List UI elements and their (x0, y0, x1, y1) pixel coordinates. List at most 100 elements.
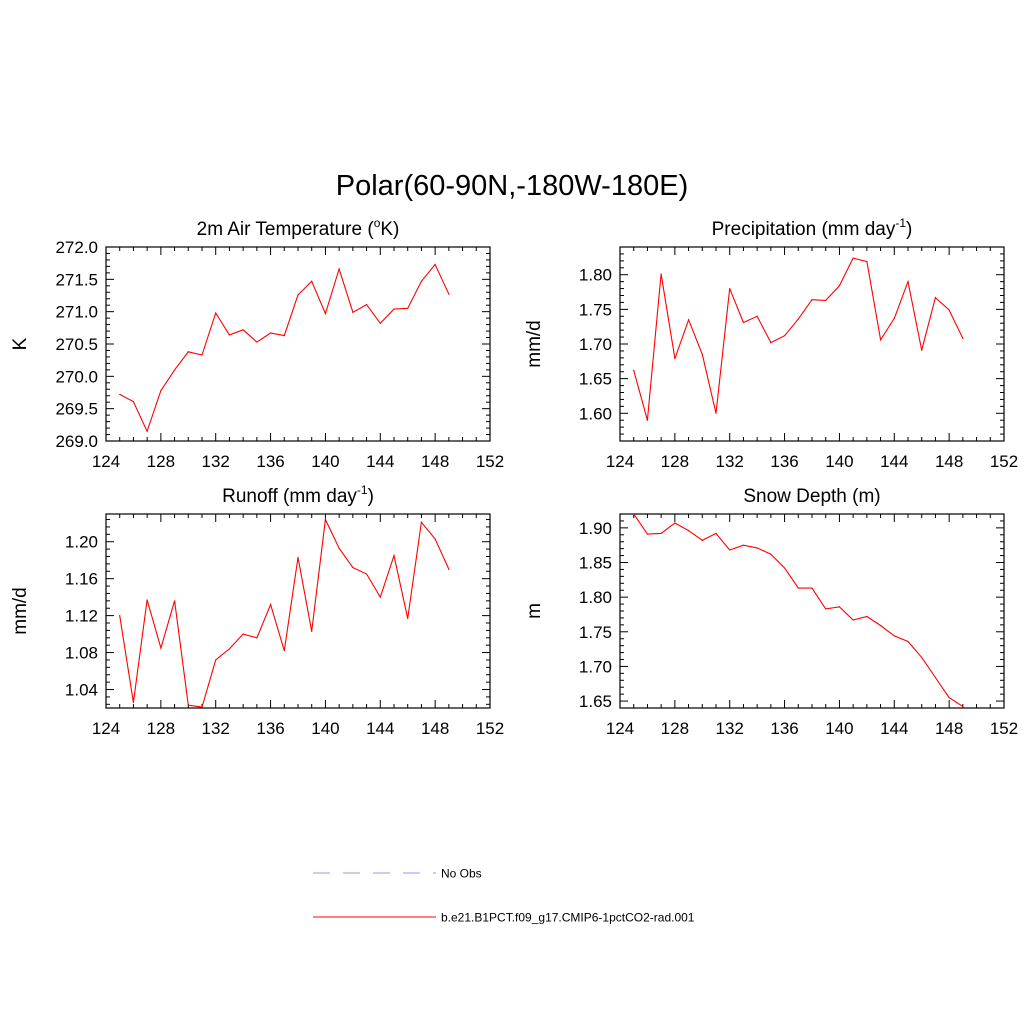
series-line (633, 257, 964, 421)
panel-title-suffix: ) (906, 219, 912, 240)
data-point (825, 608, 827, 610)
plot-frame (105, 513, 491, 709)
y-tick-label: 1.60 (579, 404, 612, 423)
series-points (119, 518, 450, 708)
panel-title: Precipitation (mm day-1) (712, 216, 913, 240)
series-points (633, 257, 964, 421)
series-line (633, 513, 964, 708)
data-point (729, 287, 731, 290)
legend-item: b.e21.B1PCT.f09_g17.CMIP6-1pctCO2-rad.00… (313, 911, 695, 925)
data-point (256, 637, 258, 639)
data-point (934, 296, 937, 299)
y-tick-label: 1.12 (65, 607, 98, 626)
y-ticks (106, 519, 490, 705)
y-tick-label: 1.20 (65, 533, 98, 552)
data-point (866, 260, 868, 263)
x-tick-label: 132 (202, 719, 230, 738)
data-point (215, 659, 217, 661)
panel-title-text: 2m Air Temperature ( (197, 219, 375, 240)
data-point (132, 400, 135, 403)
panel-title: Runoff (mm day-1) (222, 483, 374, 507)
y-axis-label: m (524, 603, 545, 619)
data-point (324, 313, 327, 315)
y-axis-label: K (10, 337, 31, 350)
x-tick-label: 132 (716, 719, 744, 738)
data-point (173, 600, 176, 602)
data-point (434, 538, 436, 540)
data-point (811, 299, 813, 301)
data-point (160, 389, 162, 392)
y-tick-label: 1.70 (579, 657, 612, 676)
data-point (324, 518, 327, 521)
legend-item: No Obs (313, 867, 482, 881)
data-point (770, 553, 772, 555)
y-tick-label: 1.90 (579, 519, 612, 538)
data-point (420, 280, 423, 282)
data-point (879, 624, 882, 627)
y-ticks (106, 246, 490, 442)
data-point (797, 587, 799, 589)
y-tick-label: 269.5 (55, 400, 98, 419)
data-point (201, 706, 203, 708)
data-point (783, 335, 786, 337)
data-point (132, 701, 135, 704)
y-tick-label: 1.16 (65, 570, 98, 589)
x-tick-label: 144 (366, 719, 394, 738)
data-point (338, 268, 340, 270)
legend-label: No Obs (441, 867, 482, 881)
data-point (660, 273, 662, 275)
plot-frame (105, 246, 491, 442)
data-point (756, 315, 758, 317)
data-point (770, 342, 772, 344)
data-point (797, 318, 799, 320)
data-point (269, 332, 272, 334)
data-point (215, 312, 217, 314)
data-point (311, 280, 313, 282)
y-tick-label: 272.0 (55, 238, 98, 257)
data-point (407, 307, 409, 310)
main-title: Polar(60-90N,-180W-180E) (336, 170, 688, 202)
x-tick-label: 144 (880, 719, 908, 738)
data-point (756, 547, 758, 549)
panels: 124 128 132 136 140 144 148 152 269.0 269.5 270.0 2… (10, 216, 1018, 738)
x-tick-label: 128 (661, 719, 689, 738)
data-point (393, 308, 395, 310)
data-point (283, 334, 285, 337)
data-point (646, 419, 649, 421)
y-ticks (620, 246, 1004, 442)
legend-label: b.e21.B1PCT.f09_g17.CMIP6-1pctCO2-rad.00… (441, 911, 695, 925)
data-point (907, 640, 909, 643)
data-point (242, 633, 244, 635)
data-point (407, 617, 409, 619)
x-tick-label: 124 (606, 719, 634, 738)
x-tick-label: 124 (92, 719, 120, 738)
data-point (674, 522, 676, 524)
y-tick-label: 1.75 (579, 623, 612, 642)
y-tick-label: 1.70 (579, 335, 612, 354)
panel-title-text: Precipitation (mm day (712, 219, 896, 240)
panel-air-temperature: 124 128 132 136 140 144 148 152 269.0 269.5 270.0 2… (10, 216, 504, 471)
data-point (948, 697, 950, 699)
plot-frame (619, 246, 1005, 442)
data-point (228, 334, 231, 336)
x-tick-label: 152 (476, 719, 504, 738)
y-axis-label: mm/d (10, 587, 31, 635)
x-tick-label: 128 (661, 452, 689, 471)
data-point (187, 704, 189, 706)
data-point (962, 337, 964, 340)
data-point (393, 554, 395, 557)
x-tick-label: 136 (770, 719, 798, 738)
series-points (633, 513, 964, 708)
y-tick-label: 1.65 (579, 370, 612, 389)
x-tick-label: 136 (770, 452, 798, 471)
y-axis-label: mm/d (524, 320, 545, 368)
y-tick-label: 271.0 (55, 303, 98, 322)
data-point (228, 648, 231, 650)
panel-title-superscript: -1 (357, 483, 368, 497)
x-tick-label: 124 (606, 452, 634, 471)
x-tick-label: 144 (880, 452, 908, 471)
data-point (297, 556, 299, 559)
data-point (852, 619, 854, 621)
data-point (242, 329, 244, 331)
